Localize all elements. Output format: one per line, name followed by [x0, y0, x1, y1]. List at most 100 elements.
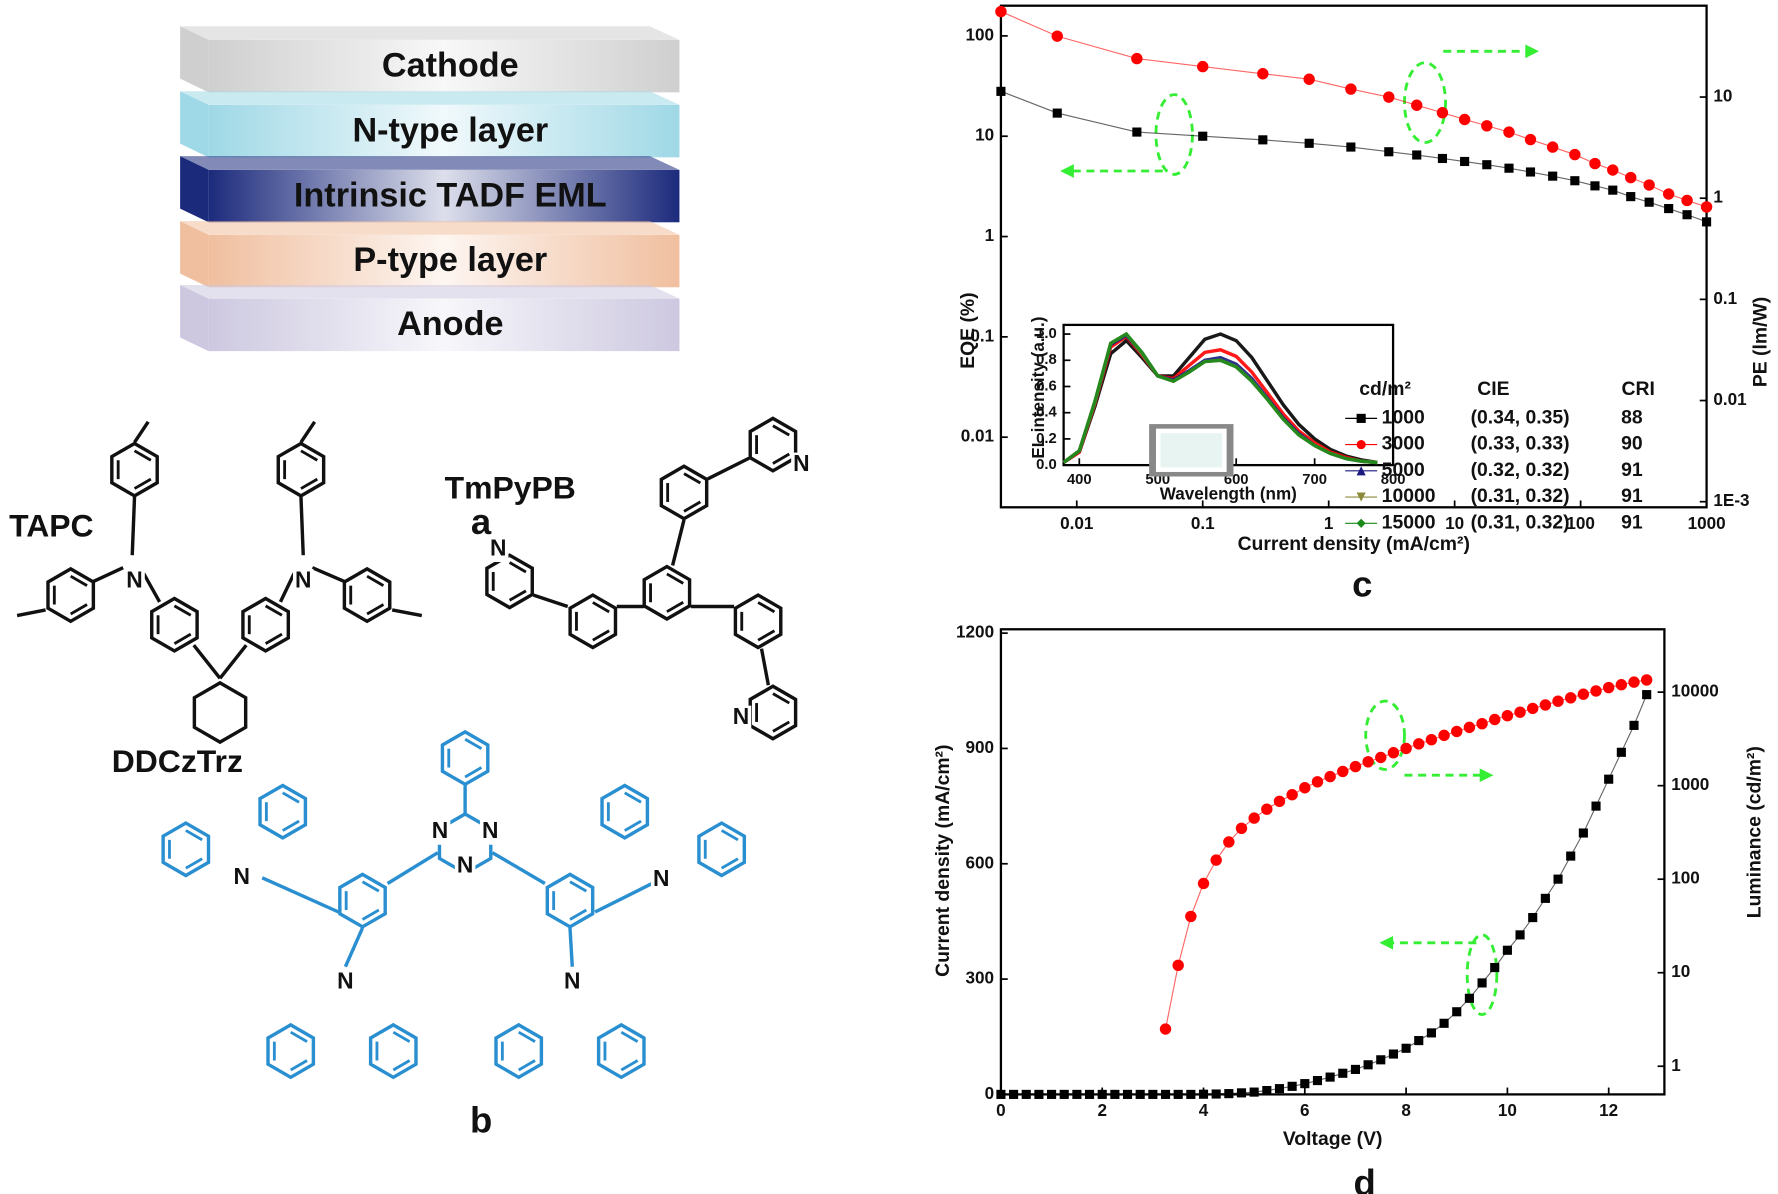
ring-double-bond	[508, 589, 527, 602]
panel-label: d	[1353, 1162, 1375, 1194]
marker	[1286, 789, 1298, 801]
ring-double-bond	[620, 1030, 639, 1043]
marker	[1299, 782, 1311, 794]
bond	[218, 644, 248, 680]
x-tick-label: 2	[1097, 1101, 1107, 1120]
annotation-ellipse	[1154, 93, 1194, 176]
marker	[1198, 131, 1208, 141]
ring-double-bond	[757, 629, 776, 642]
marker	[1160, 1089, 1171, 1099]
ring-double-bond	[592, 601, 610, 614]
ring-double-bond	[185, 829, 203, 842]
bond	[16, 608, 46, 618]
ring-double-bond	[772, 720, 790, 733]
y2-tick-label: 0.01	[1713, 390, 1747, 409]
layer-top	[180, 91, 680, 105]
arrowheads	[1060, 44, 1539, 950]
marker	[1525, 167, 1536, 177]
series-line	[1000, 10, 1707, 208]
layer-side	[180, 26, 209, 93]
y-tick-label: 600	[966, 853, 995, 872]
y2-tick-label: 0.1	[1713, 289, 1737, 308]
ring-double-bond	[772, 452, 790, 465]
ring-double-bond	[366, 603, 385, 616]
marker	[1626, 192, 1636, 202]
marker	[1425, 734, 1438, 746]
marker	[1577, 688, 1590, 700]
ring-double-bond	[289, 1030, 308, 1043]
ring-double-bond	[264, 632, 283, 645]
bond	[343, 927, 365, 968]
y-tick-label: 10	[975, 126, 994, 145]
atom-label: N	[733, 703, 749, 729]
annotation-ellipse	[1364, 699, 1406, 771]
marker	[1413, 738, 1425, 750]
marker	[1236, 1088, 1247, 1098]
y2-tick-label: 10	[1671, 962, 1690, 981]
ring-double-bond	[392, 1030, 411, 1043]
y-tick-label: 0.2	[1036, 431, 1057, 447]
y-axis-label: EL intensity (a.u.)	[1029, 317, 1048, 459]
atom-mask	[429, 819, 451, 845]
x-tick-label: 1000	[1688, 514, 1726, 533]
marker	[1349, 760, 1362, 773]
marker	[1356, 466, 1366, 476]
atom-label: N	[490, 534, 506, 560]
y-tick-label: 300	[966, 969, 995, 988]
ring	[748, 684, 798, 741]
bond	[92, 566, 124, 583]
marker	[1590, 181, 1600, 191]
legend-cri: 91	[1621, 511, 1643, 533]
marker	[1436, 107, 1449, 119]
layer-front	[208, 39, 680, 93]
legend-label: 3000	[1382, 433, 1425, 455]
marker	[1504, 163, 1514, 173]
bond	[386, 851, 439, 885]
marker	[1274, 1084, 1285, 1094]
atom-label: N	[653, 865, 669, 891]
ring	[642, 564, 692, 621]
y-axis-label: EQE (%)	[957, 292, 979, 368]
marker	[1412, 150, 1422, 160]
ring	[440, 729, 490, 787]
bond	[707, 456, 750, 481]
marker	[1287, 1081, 1297, 1091]
marker	[1384, 147, 1394, 157]
atom-label: N	[337, 968, 353, 994]
panel-label: c	[1352, 564, 1372, 605]
marker	[1615, 679, 1628, 691]
marker	[1363, 1060, 1373, 1070]
cyclo	[192, 680, 248, 745]
marker	[1608, 185, 1618, 195]
ring-double-bond	[264, 604, 283, 617]
atom-label: N	[793, 450, 809, 476]
ring	[258, 783, 308, 840]
y2-tick-label: 1	[1671, 1056, 1681, 1075]
x-tick-label: 400	[1067, 472, 1092, 488]
y2-axis-label: Luminance (cd/m²)	[1744, 746, 1766, 918]
bond	[670, 519, 686, 566]
marker	[1602, 681, 1615, 694]
layer-label: N-type layer	[352, 111, 548, 149]
marker	[995, 5, 1007, 18]
marker	[1616, 747, 1626, 757]
marker	[1681, 194, 1693, 207]
marker	[1644, 197, 1654, 207]
marker	[1591, 801, 1601, 811]
marker	[1414, 1036, 1424, 1046]
ring-double-bond	[508, 561, 527, 574]
atom-mask	[791, 452, 812, 478]
ring-double-bond	[289, 1059, 308, 1072]
annotation-ellipse	[1403, 61, 1447, 144]
marker	[1476, 717, 1488, 730]
layer-top	[180, 221, 680, 235]
marker	[1325, 1072, 1335, 1082]
annotations	[1069, 49, 1534, 1017]
legend-label: 1000	[1382, 406, 1425, 428]
marker	[1528, 913, 1538, 923]
ring	[241, 596, 291, 653]
marker	[1258, 135, 1268, 145]
bond	[192, 644, 222, 680]
x-axis-label: Wavelength (nm)	[1160, 484, 1297, 503]
